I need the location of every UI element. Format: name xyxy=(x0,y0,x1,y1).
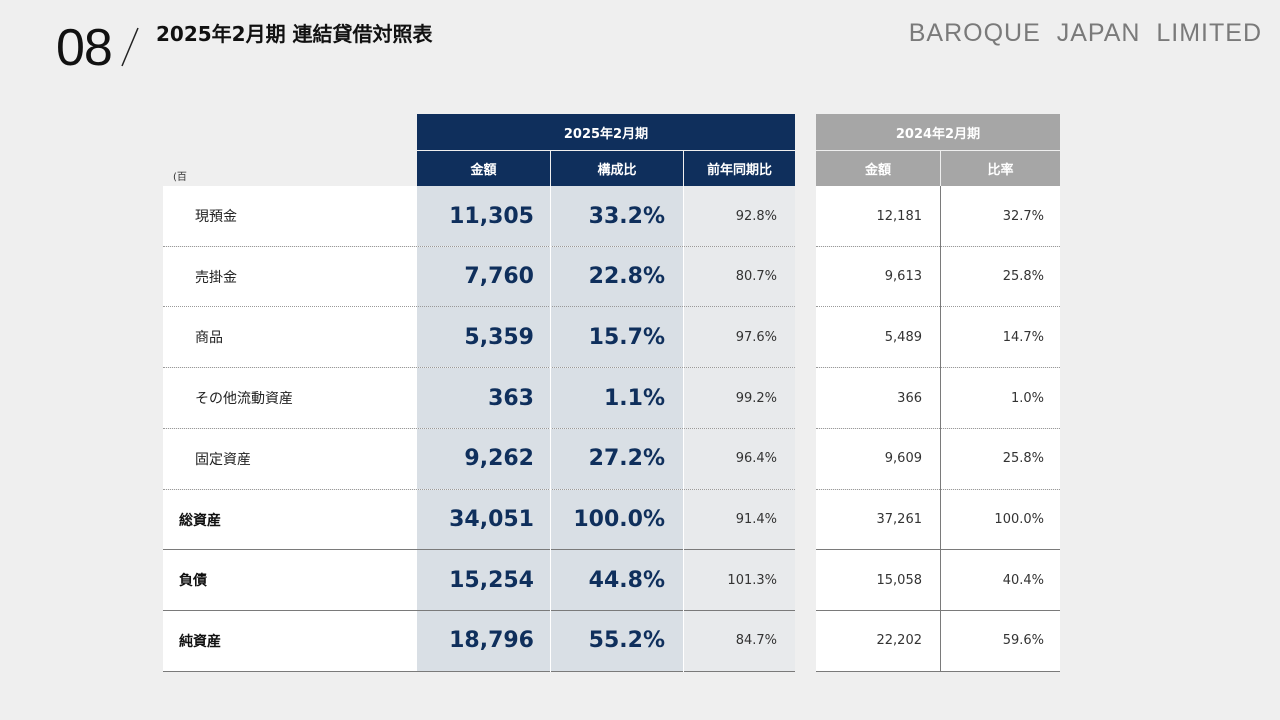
yoy-value: 97.6% xyxy=(684,307,795,368)
amount-value: 15,254 xyxy=(417,550,550,611)
prior-ratio-value: 25.8% xyxy=(941,246,1060,307)
yoy-value: 92.8% xyxy=(684,186,795,246)
row-separator-prior xyxy=(816,670,1060,672)
row-separator-prior xyxy=(816,488,1060,490)
row-separator xyxy=(163,245,795,247)
header-prior-ratio: 比率 xyxy=(941,151,1060,186)
header-yoy: 前年同期比 xyxy=(684,151,795,186)
brand-logo-text: BAROQUE JAPAN LIMITED xyxy=(908,19,1262,47)
column-divider xyxy=(550,186,551,672)
row-label: 固定資産 xyxy=(163,428,417,489)
row-separator xyxy=(163,549,795,551)
row-separator xyxy=(163,609,795,611)
page-title: 2025年2月期 連結貸借対照表 xyxy=(156,22,433,46)
row-separator xyxy=(163,427,795,429)
row-label: 売掛金 xyxy=(163,246,417,307)
prior-amount-value: 12,181 xyxy=(816,186,940,246)
prior-ratio-value: 40.4% xyxy=(941,550,1060,611)
row-label: 純資産 xyxy=(163,610,417,671)
amount-value: 363 xyxy=(417,368,550,429)
prior-ratio-value: 59.6% xyxy=(941,610,1060,671)
yoy-value: 91.4% xyxy=(684,489,795,550)
yoy-value: 84.7% xyxy=(684,610,795,671)
prior-amount-value: 5,489 xyxy=(816,307,940,368)
row-separator xyxy=(163,488,795,490)
yoy-value: 99.2% xyxy=(684,368,795,429)
row-label: 総資産 xyxy=(163,489,417,550)
row-separator-prior xyxy=(816,245,1060,247)
row-label: その他流動資産 xyxy=(163,368,417,429)
ratio-value: 55.2% xyxy=(551,610,683,671)
yoy-value: 80.7% xyxy=(684,246,795,307)
page-number: 08 xyxy=(56,19,113,77)
ratio-value: 15.7% xyxy=(551,307,683,368)
row-separator-prior xyxy=(816,549,1060,551)
prior-ratio-value: 25.8% xyxy=(941,428,1060,489)
prior-amount-value: 366 xyxy=(816,368,940,429)
prior-amount-value: 9,609 xyxy=(816,428,940,489)
prior-ratio-value: 32.7% xyxy=(941,186,1060,246)
amount-value: 9,262 xyxy=(417,428,550,489)
row-label: 商品 xyxy=(163,307,417,368)
header-current-period: 2025年2月期 xyxy=(417,114,795,150)
column-divider xyxy=(683,186,684,672)
prior-column-divider xyxy=(940,186,941,672)
prior-amount-value: 15,058 xyxy=(816,550,940,611)
header-amount: 金額 xyxy=(417,151,550,186)
yoy-value: 96.4% xyxy=(684,428,795,489)
row-separator xyxy=(163,670,795,672)
prior-amount-value: 37,261 xyxy=(816,489,940,550)
header-prior-period: 2024年2月期 xyxy=(816,114,1060,150)
row-label: 現預金 xyxy=(163,186,417,246)
prior-ratio-value: 1.0% xyxy=(941,368,1060,429)
row-separator-prior xyxy=(816,306,1060,308)
row-separator xyxy=(163,367,795,369)
amount-value: 7,760 xyxy=(417,246,550,307)
ratio-value: 33.2% xyxy=(551,186,683,246)
yoy-value: 101.3% xyxy=(684,550,795,611)
ratio-value: 27.2% xyxy=(551,428,683,489)
row-separator-prior xyxy=(816,367,1060,369)
slash-divider xyxy=(121,27,139,67)
header-ratio: 構成比 xyxy=(551,151,683,186)
prior-ratio-value: 100.0% xyxy=(941,489,1060,550)
ratio-value: 44.8% xyxy=(551,550,683,611)
row-separator-prior xyxy=(816,427,1060,429)
ratio-value: 100.0% xyxy=(551,489,683,550)
prior-amount-value: 9,613 xyxy=(816,246,940,307)
row-separator xyxy=(163,306,795,308)
header-prior-amount: 金額 xyxy=(816,151,940,186)
prior-ratio-value: 14.7% xyxy=(941,307,1060,368)
row-label: 負債 xyxy=(163,550,417,611)
amount-value: 34,051 xyxy=(417,489,550,550)
amount-value: 5,359 xyxy=(417,307,550,368)
ratio-value: 1.1% xyxy=(551,368,683,429)
row-separator-prior xyxy=(816,609,1060,611)
amount-value: 11,305 xyxy=(417,186,550,246)
amount-value: 18,796 xyxy=(417,610,550,671)
prior-amount-value: 22,202 xyxy=(816,610,940,671)
ratio-value: 22.8% xyxy=(551,246,683,307)
